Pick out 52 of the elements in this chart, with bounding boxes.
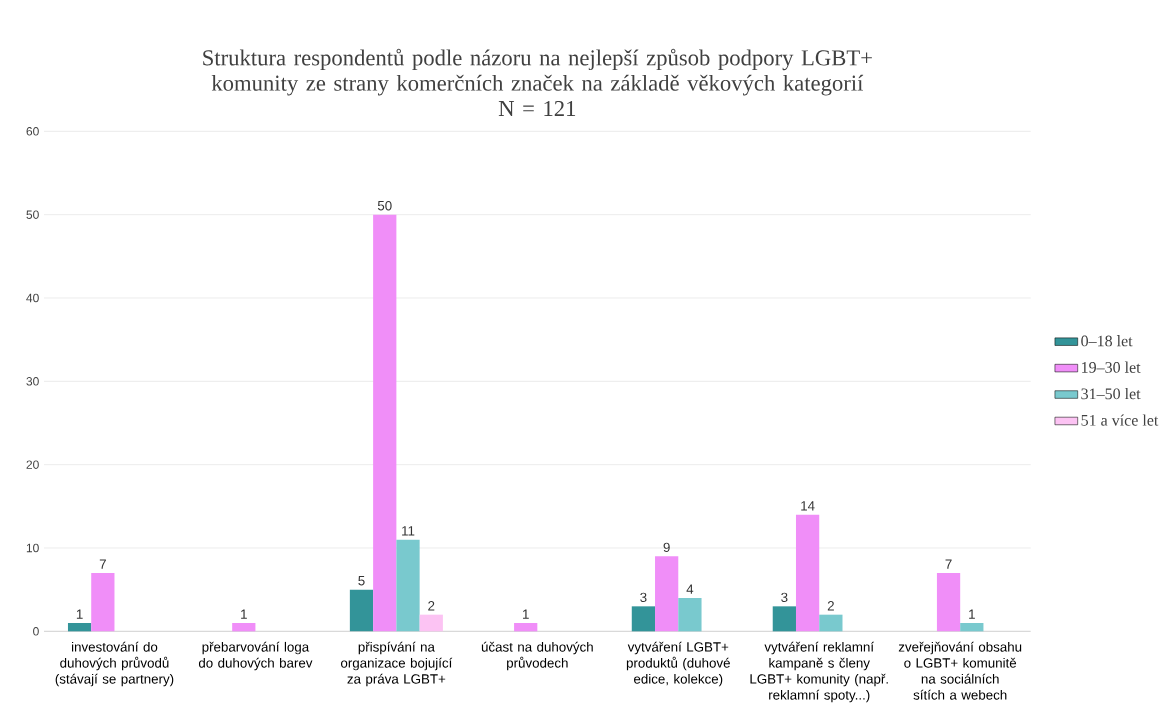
y-tick-label: 10 — [26, 543, 39, 553]
data-label: 4 — [686, 584, 694, 594]
data-label: 5 — [358, 576, 365, 586]
x-tick-label: přebarvování loga do duhových barev — [198, 641, 313, 671]
data-label: 50 — [377, 200, 392, 211]
bar — [232, 623, 256, 632]
legend-label: 51 a více let — [1081, 414, 1159, 426]
y-tick-label: 30 — [26, 377, 39, 386]
bar — [419, 614, 443, 632]
y-tick-label: 0 — [33, 627, 39, 636]
data-label: 1 — [76, 609, 83, 619]
chart-title: Struktura respondentů podle názoru na nejlepší způsob podpory LGBT+ komunity ze strany komerčních značek na základě věkových kategorií — [203, 48, 872, 96]
x-tick-label: zveřejňování obsahu o LGBT+ komunitě na sociálních sítích a webech — [898, 641, 1022, 700]
bar — [67, 623, 92, 632]
y-tick-label: 40 — [26, 293, 39, 303]
bar — [772, 606, 796, 632]
data-label: 3 — [781, 592, 788, 603]
legend-label: 31–50 let — [1081, 387, 1141, 400]
bar — [936, 573, 961, 632]
y-tick-label: 20 — [26, 460, 39, 469]
chart-subtitle: N = 121 — [498, 100, 576, 116]
bar — [631, 606, 656, 632]
data-label: 2 — [827, 601, 834, 611]
bar — [819, 614, 843, 632]
data-label: 1 — [969, 609, 975, 619]
data-label: 7 — [99, 559, 106, 569]
x-tick-label: vytváření LGBT+ produktů (duhové edice, kolekce) — [626, 641, 730, 687]
data-label: 3 — [640, 592, 647, 603]
data-label: 2 — [428, 601, 435, 611]
bar — [91, 573, 115, 632]
x-tick-label: investování do duhových průvodů (stávají se partnery) — [55, 641, 174, 687]
x-tick-label: účast na duhových průvodech — [481, 641, 593, 671]
x-tick-label: vytváření reklamní kampaně s členy LGBT+ komunity (např. reklamní spoty...) — [750, 641, 888, 703]
data-label: 11 — [402, 526, 415, 536]
y-tick-label: 50 — [26, 210, 39, 219]
bar — [373, 214, 397, 632]
data-label: 9 — [663, 542, 670, 553]
bar — [396, 539, 420, 632]
data-label: 1 — [523, 609, 529, 619]
legend-label: 19–30 let — [1082, 361, 1141, 373]
legend-label: 0–18 let — [1081, 335, 1133, 347]
data-label: 14 — [801, 501, 815, 511]
data-label: 1 — [241, 609, 247, 619]
bar — [655, 556, 679, 632]
bar — [678, 598, 702, 632]
y-tick-label: 60 — [26, 127, 39, 136]
bar — [349, 589, 374, 632]
bar — [960, 623, 984, 632]
bar — [795, 514, 820, 632]
bar — [514, 623, 538, 632]
data-label: 7 — [945, 559, 952, 569]
x-tick-label: přispívání na organizace bojující za práva LGBT+ — [340, 641, 453, 687]
